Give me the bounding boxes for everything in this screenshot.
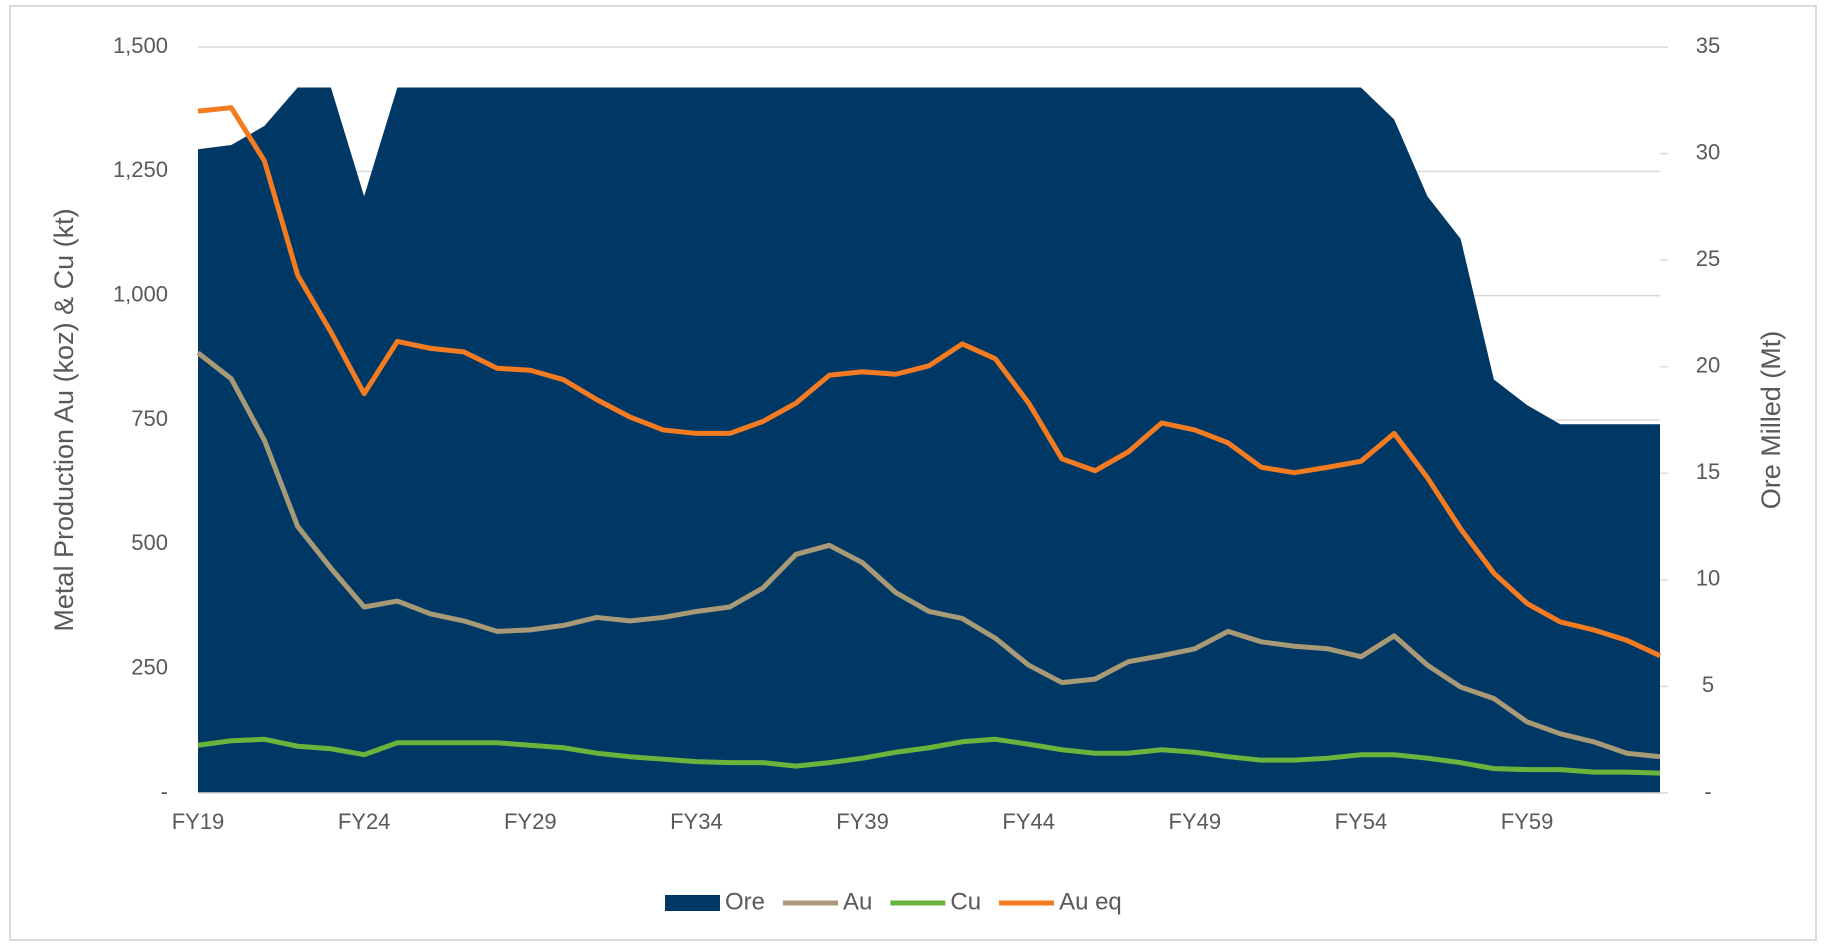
y2-tick-label: 25 <box>1696 246 1720 271</box>
y2-tick-label: 10 <box>1696 566 1720 591</box>
chart-frame <box>9 5 1817 941</box>
y2-tick-label: 5 <box>1702 672 1714 697</box>
y2-tick-label: - <box>1704 779 1711 804</box>
area-series <box>198 87 1660 794</box>
y2-tick-label: 30 <box>1696 139 1720 164</box>
y2-axis-title: Ore Milled (Mt) <box>1756 331 1786 510</box>
y-tick-label: - <box>161 779 168 804</box>
y-tick-label: 500 <box>131 530 168 555</box>
y2-tick-label: 35 <box>1696 33 1720 58</box>
x-tick-label: FY54 <box>1335 809 1388 834</box>
x-tick-label: FY59 <box>1501 809 1554 834</box>
legend-swatch <box>665 895 720 911</box>
line-series <box>196 350 1661 760</box>
x-tick-label: FY44 <box>1002 809 1055 834</box>
y-tick-label: 1,500 <box>113 33 168 58</box>
legend-label: Au <box>843 888 872 915</box>
y-tick-label: 1,250 <box>113 157 168 182</box>
y-tick-label: 250 <box>131 654 168 679</box>
x-tick-label: FY19 <box>172 809 225 834</box>
y-tick-label: 1,000 <box>113 281 168 306</box>
y-axis-title: Metal Production Au (koz) & Cu (kt) <box>49 208 79 631</box>
y2-tick-label: 20 <box>1696 353 1720 378</box>
y2-tick-label: 15 <box>1696 459 1720 484</box>
x-tick-label: FY29 <box>504 809 557 834</box>
x-tick-label: FY24 <box>338 809 391 834</box>
line-series <box>197 736 1661 776</box>
legend-label: Ore <box>725 888 765 915</box>
legend-label: Au eq <box>1059 888 1122 915</box>
x-tick-label: FY39 <box>836 809 889 834</box>
x-tick-label: FY34 <box>670 809 723 834</box>
y-tick-label: 750 <box>131 406 168 431</box>
legend-label: Cu <box>950 888 981 915</box>
x-tick-label: FY49 <box>1169 809 1222 834</box>
line-series <box>197 105 1662 659</box>
